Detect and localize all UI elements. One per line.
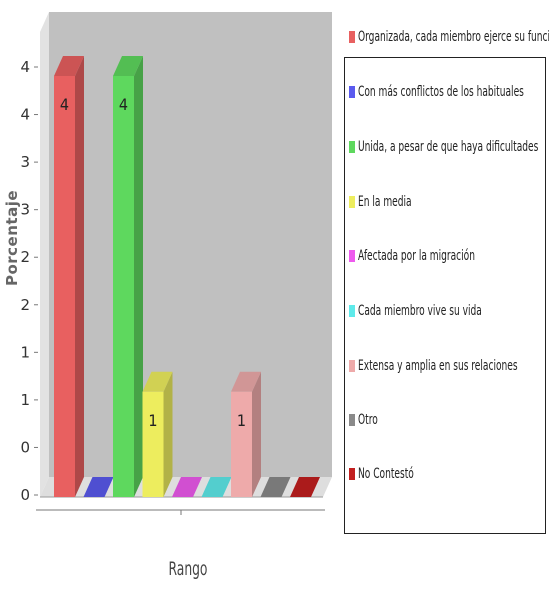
bar: 1 [142, 371, 173, 497]
legend-swatch [349, 468, 355, 480]
bar-front [231, 391, 252, 497]
legend-item: Otro [349, 408, 385, 432]
legend-label: Extensa y amplia en sus relaciones [358, 358, 518, 374]
bars-group: 4 4 1 1 [54, 56, 320, 497]
legend-swatch [349, 250, 355, 262]
legend-swatch [349, 305, 355, 317]
bar-side [252, 371, 261, 497]
legend-item: En la media [349, 190, 432, 214]
bar-front [54, 76, 75, 497]
bar-top [113, 56, 143, 76]
y-tick-label: 4 [20, 106, 30, 124]
legend-swatch [349, 141, 355, 153]
y-tick-label: 1 [20, 343, 30, 361]
y-axis-title: Porcentaje [3, 189, 21, 287]
legend-label: Cada miembro vive su vida [358, 303, 482, 319]
legend-swatch [349, 414, 355, 426]
bar-top [201, 477, 232, 497]
legend-item: Organizada, cada miembro ejerce su funci… [349, 25, 549, 49]
legend-item: Con más conflictos de los habituales [349, 80, 549, 104]
bar-side [75, 56, 84, 497]
bar-top [231, 371, 261, 392]
legend-item: Extensa y amplia en sus relaciones [349, 354, 549, 378]
y-tick-label: 3 [20, 153, 30, 171]
bar [290, 477, 320, 497]
y-tick-label: 0 [20, 438, 30, 456]
back-wall [49, 12, 332, 477]
legend-label: En la media [358, 194, 412, 210]
bar [201, 477, 232, 497]
bar-data-label: 4 [60, 95, 69, 114]
bar [260, 477, 291, 497]
y-tick-label: 1 [20, 391, 30, 409]
y-tick-label: 3 [20, 201, 30, 219]
y-tick-label: 0 [20, 486, 30, 504]
legend-swatch [349, 31, 355, 43]
bar-top [142, 371, 173, 392]
legend-item: No Contestó [349, 462, 436, 486]
legend-item: Afectada por la migración [349, 244, 520, 268]
legend-label: No Contestó [358, 466, 414, 482]
legend-swatch [349, 86, 355, 98]
bar-front [142, 391, 164, 497]
bar: 4 [113, 56, 143, 497]
bar-data-label: 1 [148, 411, 157, 430]
y-tick-label: 2 [20, 248, 30, 266]
bar-front [113, 76, 134, 497]
bar-top [54, 56, 84, 76]
legend-label: Organizada, cada miembro ejerce su funci… [358, 29, 549, 45]
bar-chart: 0 0 1 1 2 2 3 3 4 4 4 4 1 1 [20, 12, 332, 515]
bar-top [83, 477, 114, 497]
bar: 1 [231, 371, 261, 497]
bar-side [163, 371, 173, 497]
y-tick-label: 2 [20, 296, 30, 314]
legend-swatch [349, 196, 355, 208]
legend-label: Afectada por la migración [358, 248, 475, 264]
y-tick-label: 4 [20, 58, 30, 76]
legend-label: Con más conflictos de los habituales [358, 84, 524, 100]
legend: Organizada, cada miembro ejerce su funci… [344, 29, 549, 534]
legend-label: Unida, a pesar de que haya dificultades [358, 139, 539, 155]
bar-data-label: 4 [119, 95, 128, 114]
side-wall [40, 12, 49, 497]
x-axis-title: Rango [168, 558, 208, 580]
bar-side [134, 56, 143, 497]
legend-item: Unida, a pesar de que haya dificultades [349, 135, 549, 159]
bar-top [172, 477, 202, 497]
y-axis: 0 0 1 1 2 2 3 3 4 4 [20, 58, 38, 504]
bar [172, 477, 202, 497]
bar-top [290, 477, 320, 497]
bar [83, 477, 114, 497]
bar-data-label: 1 [237, 411, 246, 430]
legend-item: Cada miembro vive su vida [349, 299, 530, 323]
bar-top [260, 477, 291, 497]
legend-swatch [349, 360, 355, 372]
bar: 4 [54, 56, 84, 497]
legend-label: Otro [358, 412, 378, 428]
